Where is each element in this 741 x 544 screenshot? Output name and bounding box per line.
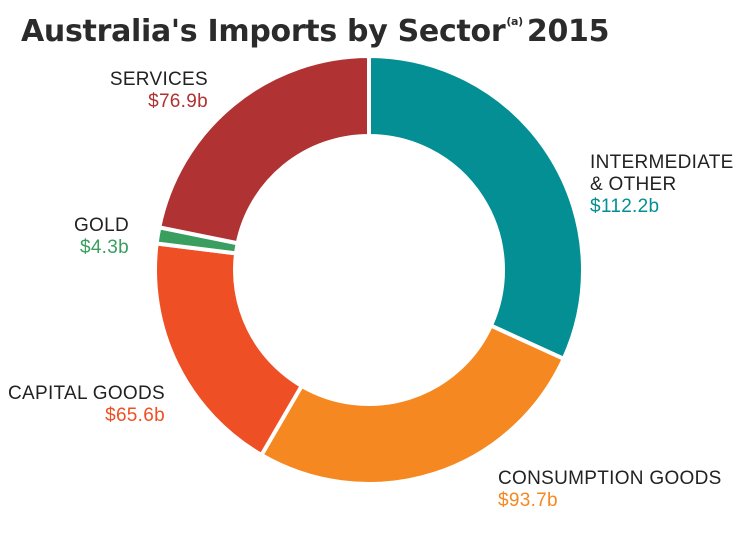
label-consumption-name: CONSUMPTION GOODS	[498, 468, 722, 489]
chart-title: Australia's Imports by Sector(a) 2015	[21, 14, 609, 49]
label-gold-name: GOLD	[73, 215, 129, 236]
label-capital-name: CAPITAL GOODS	[8, 383, 165, 404]
slice-intermediate-other	[367, 53, 585, 362]
label-services-value: $76.9b	[148, 91, 208, 112]
label-gold-value: $4.3b	[79, 237, 129, 258]
slice-consumption-goods	[258, 322, 567, 486]
label-capital: CAPITAL GOODS $65.6b	[8, 383, 165, 427]
title-main: Australia's Imports by Sector	[21, 14, 506, 49]
slice-services	[156, 53, 371, 246]
slice-capital-goods	[153, 241, 305, 458]
label-consumption-value: $93.7b	[498, 490, 558, 511]
label-gold: GOLD $4.3b	[74, 215, 129, 259]
label-services-name: SERVICES	[109, 69, 208, 90]
title-footnote: (a)	[506, 15, 523, 28]
label-intermediate-line1: INTERMEDIATE	[590, 152, 734, 173]
label-intermediate: INTERMEDIATE & OTHER $112.2b	[590, 152, 734, 218]
label-intermediate-value: $112.2b	[590, 196, 660, 217]
label-capital-value: $65.6b	[105, 405, 165, 426]
label-consumption: CONSUMPTION GOODS $93.7b	[498, 468, 722, 512]
title-year: 2015	[526, 14, 610, 49]
label-services: SERVICES $76.9b	[110, 69, 208, 113]
label-intermediate-line2: & OTHER	[590, 174, 677, 195]
